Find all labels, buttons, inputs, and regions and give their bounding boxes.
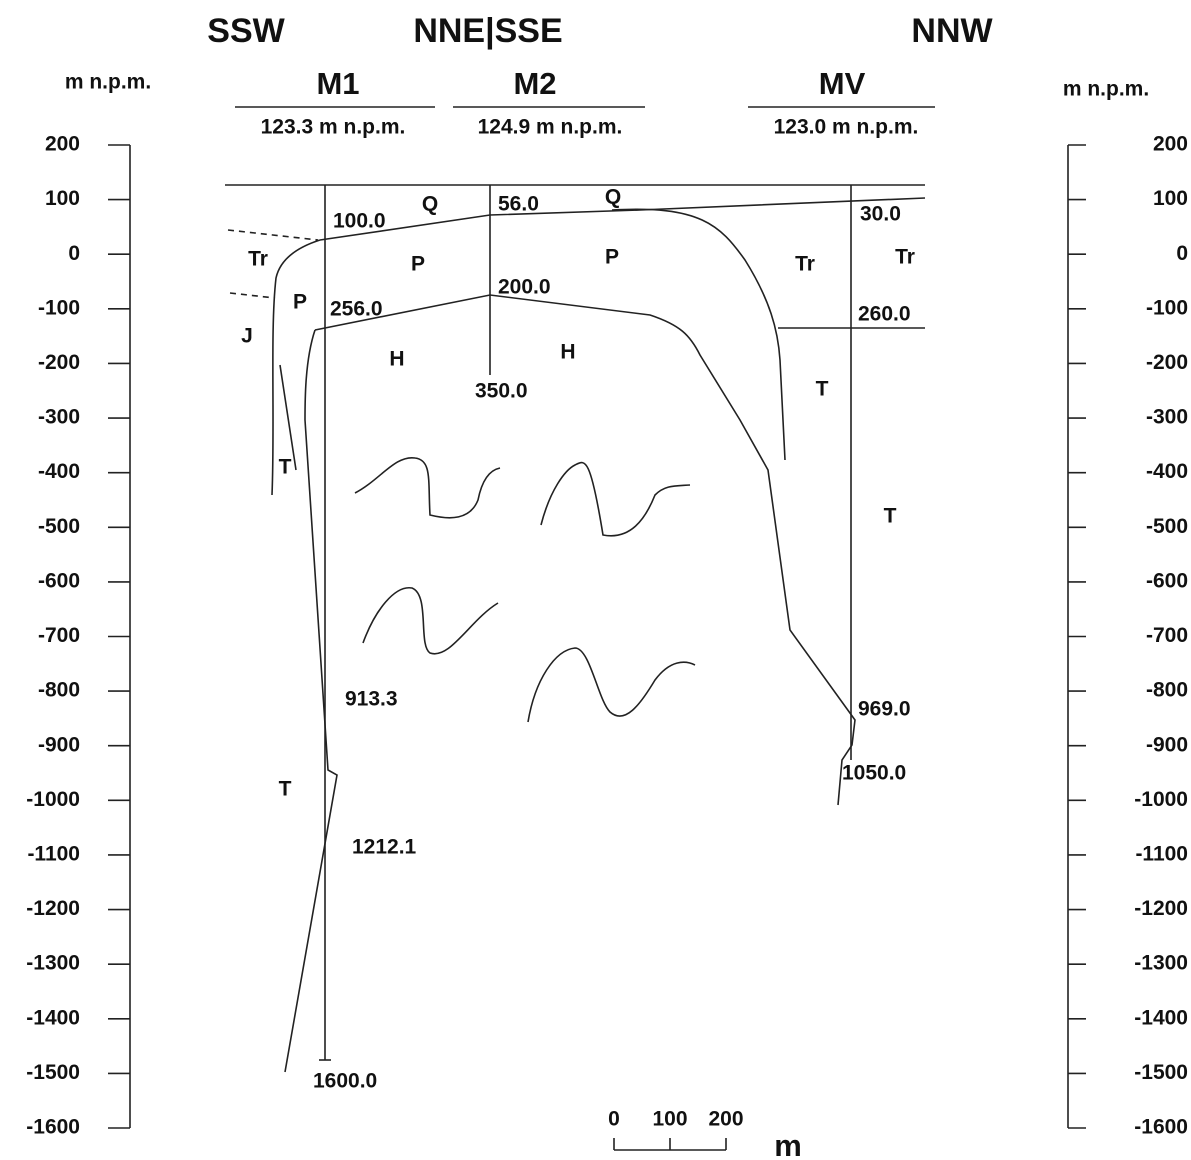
y-tick-label: -1300 xyxy=(1134,952,1188,975)
y-tick-label: -100 xyxy=(1146,296,1188,319)
p-h-boundary xyxy=(314,294,856,806)
unit-label: P xyxy=(605,246,619,269)
y-tick-label: -1400 xyxy=(1134,1006,1188,1029)
y-tick-label: 200 xyxy=(45,133,80,156)
y-tick-label: -500 xyxy=(1146,515,1188,538)
y-tick-label: -600 xyxy=(38,569,80,592)
y-tick-label: -1200 xyxy=(1134,897,1188,920)
depth-label: 1050.0 xyxy=(842,762,906,785)
q-boundary xyxy=(319,197,926,241)
depth-label: 969.0 xyxy=(858,698,911,721)
well-name: MV xyxy=(819,66,866,101)
fold xyxy=(540,461,691,537)
scale-label: 200 xyxy=(708,1108,743,1131)
y-tick-label: -1100 xyxy=(1135,842,1188,865)
unit-label: H xyxy=(560,341,575,364)
unit-label: T xyxy=(816,378,829,401)
depth-label: 30.0 xyxy=(860,203,901,226)
depth-label: 1212.1 xyxy=(352,836,417,859)
scale-unit: m xyxy=(774,1128,802,1160)
unit-label: Q xyxy=(422,193,438,216)
fold xyxy=(527,647,696,723)
y-tick-label: -700 xyxy=(38,624,80,647)
y-tick-label: 0 xyxy=(68,242,80,265)
y-tick-label: -400 xyxy=(1146,460,1188,483)
axis-title: m n.p.m. xyxy=(1063,78,1149,101)
y-tick-label: -300 xyxy=(1146,406,1188,429)
y-tick-label: -800 xyxy=(38,679,80,702)
h-t-boundary xyxy=(284,329,338,1073)
unit-label: T xyxy=(279,456,292,479)
well-elevation: 123.0 m n.p.m. xyxy=(774,116,919,139)
y-tick-label: -500 xyxy=(38,515,80,538)
unit-label: Tr xyxy=(248,248,268,271)
unit-label: H xyxy=(389,348,404,371)
y-tick-label: -1200 xyxy=(26,897,80,920)
y-tick-label: -1400 xyxy=(26,1006,80,1029)
unit-label: J xyxy=(241,325,253,348)
depth-label: 913.3 xyxy=(345,688,398,711)
depth-label: 350.0 xyxy=(475,380,528,403)
fold xyxy=(354,457,501,519)
unit-label: T xyxy=(884,505,897,528)
depth-label: 1600.0 xyxy=(313,1070,377,1093)
y-tick-label: -900 xyxy=(1146,733,1188,756)
dashed-line xyxy=(229,292,276,299)
axis-title: m n.p.m. xyxy=(65,71,151,94)
fault xyxy=(279,364,297,471)
y-tick-label: -800 xyxy=(1146,679,1188,702)
y-tick-label: -200 xyxy=(38,351,80,374)
scale-label: 100 xyxy=(652,1108,687,1131)
direction: NNW xyxy=(911,12,993,50)
y-tick-label: -100 xyxy=(38,296,80,319)
dashed-line xyxy=(227,229,319,241)
y-tick-label: -700 xyxy=(1146,624,1188,647)
p-tr-boundary xyxy=(271,239,321,496)
direction: SSW xyxy=(207,12,285,50)
depth-label: 100.0 xyxy=(333,210,386,233)
y-tick-label: -1100 xyxy=(27,842,80,865)
depth-label: 56.0 xyxy=(498,193,539,216)
y-tick-label: -900 xyxy=(38,733,80,756)
y-tick-label: -300 xyxy=(38,406,80,429)
y-tick-label: -1600 xyxy=(26,1116,80,1139)
scale-label: 0 xyxy=(608,1108,620,1131)
y-tick-label: -1000 xyxy=(1134,788,1188,811)
depth-label: 200.0 xyxy=(498,276,551,299)
y-tick-label: 0 xyxy=(1176,242,1188,265)
y-tick-label: -1500 xyxy=(1134,1061,1188,1084)
y-tick-label: -600 xyxy=(1146,569,1188,592)
unit-label: Tr xyxy=(795,253,815,276)
y-tick-label: -1600 xyxy=(1134,1116,1188,1139)
p-tr-boundary xyxy=(611,208,786,461)
fold xyxy=(362,587,499,655)
direction: NNE|SSE xyxy=(413,12,562,50)
unit-label: P xyxy=(411,253,425,276)
unit-label: Tr xyxy=(895,246,915,269)
well-elevation: 124.9 m n.p.m. xyxy=(478,116,623,139)
well-name: M1 xyxy=(316,66,359,101)
y-tick-label: 100 xyxy=(45,187,80,210)
y-tick-label: -1000 xyxy=(26,788,80,811)
well-name: M2 xyxy=(513,66,556,101)
unit-label: Q xyxy=(605,186,621,209)
depth-label: 256.0 xyxy=(330,298,383,321)
depth-label: 260.0 xyxy=(858,303,911,326)
y-tick-label: -200 xyxy=(1146,351,1188,374)
unit-label: T xyxy=(279,778,292,801)
y-tick-label: -1300 xyxy=(26,952,80,975)
well-elevation: 123.3 m n.p.m. xyxy=(261,116,406,139)
y-tick-label: 200 xyxy=(1153,133,1188,156)
y-tick-label: -1500 xyxy=(26,1061,80,1084)
y-tick-label: -400 xyxy=(38,460,80,483)
unit-label: P xyxy=(293,291,307,314)
y-tick-label: 100 xyxy=(1153,187,1188,210)
